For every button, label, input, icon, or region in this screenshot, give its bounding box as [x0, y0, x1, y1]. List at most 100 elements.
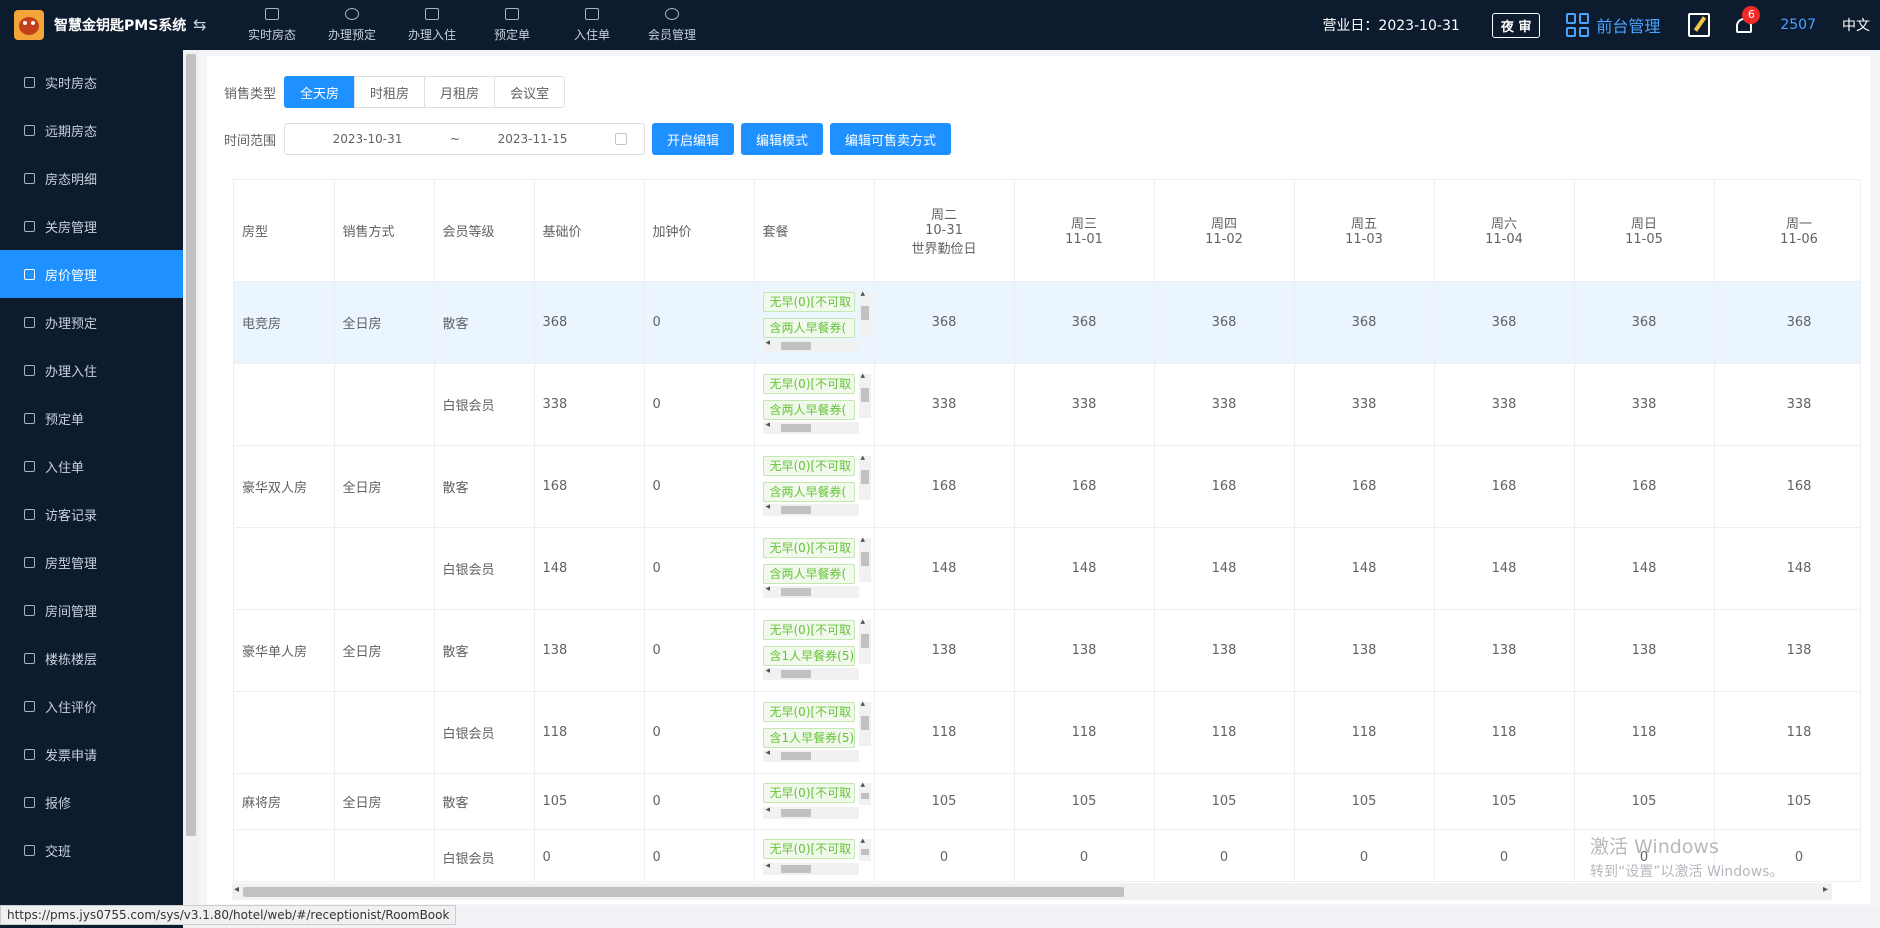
sidebar-item-forward-status[interactable]: 远期房态	[0, 106, 183, 154]
day-price-cell[interactable]: 105	[1714, 773, 1860, 830]
day-price-cell[interactable]: 0	[874, 829, 1015, 881]
package-tag[interactable]: 无早(0)[不可取	[762, 456, 855, 476]
edit-sale-method-button[interactable]: 编辑可售卖方式	[830, 123, 952, 155]
package-vertical-scrollbar[interactable]	[858, 780, 871, 805]
day-price-cell[interactable]: 138	[874, 609, 1015, 692]
day-price-cell[interactable]: 338	[874, 363, 1015, 446]
package-horizontal-scrollbar[interactable]	[762, 584, 859, 598]
package-horizontal-scrollbar[interactable]	[762, 338, 859, 352]
day-price-cell[interactable]: 168	[1014, 445, 1155, 528]
day-price-cell[interactable]: 118	[1154, 691, 1295, 774]
table-horizontal-scrollbar[interactable]: ◂ ▸	[232, 883, 1832, 900]
day-price-cell[interactable]: 105	[874, 773, 1015, 830]
package-list[interactable]: 无早(0)[不可取 含1人早餐券(5)	[762, 616, 873, 684]
night-audit-button[interactable]: 夜 审	[1491, 12, 1541, 38]
package-vertical-scrollbar[interactable]	[858, 371, 871, 418]
package-list[interactable]: 无早(0)[不可取	[762, 779, 873, 823]
calendar-icon[interactable]	[615, 133, 628, 145]
day-price-cell[interactable]: 338	[1014, 363, 1155, 446]
table-row[interactable]: 白银会员3380无早(0)[不可取含两人早餐券(3383383383383383…	[234, 363, 1860, 446]
day-price-cell[interactable]: 368	[1434, 281, 1575, 364]
top-nav-booking-orders[interactable]: 预定单	[472, 0, 552, 50]
start-edit-button[interactable]: 开启编辑	[652, 123, 735, 155]
table-row[interactable]: 白银会员1180无早(0)[不可取含1人早餐券(5)11811811811811…	[234, 691, 1860, 774]
package-list[interactable]: 无早(0)[不可取 含两人早餐券(	[762, 370, 873, 438]
package-tag[interactable]: 含1人早餐券(5)	[762, 646, 855, 666]
sidebar-item-booking[interactable]: 办理预定	[0, 298, 183, 346]
date-start[interactable]: 2023-10-31	[332, 132, 403, 146]
day-price-cell[interactable]: 105	[1154, 773, 1295, 830]
sidebar-item-checkin-orders[interactable]: 入住单	[0, 442, 183, 490]
day-price-cell[interactable]: 105	[1014, 773, 1155, 830]
package-horizontal-scrollbar[interactable]	[762, 666, 859, 680]
table-row[interactable]: 白银会员1480无早(0)[不可取含两人早餐券(1481481481481481…	[234, 527, 1860, 610]
sidebar-item-realtime-status[interactable]: 实时房态	[0, 58, 183, 106]
sale-type-full-day[interactable]: 全天房	[284, 76, 356, 108]
package-list[interactable]: 无早(0)[不可取	[762, 835, 873, 879]
package-vertical-scrollbar[interactable]	[858, 289, 871, 336]
scrollbar-thumb[interactable]	[243, 887, 1124, 897]
day-price-cell[interactable]: 368	[1574, 281, 1715, 364]
package-list[interactable]: 无早(0)[不可取 含1人早餐券(5)	[762, 698, 873, 766]
package-vertical-scrollbar[interactable]	[858, 453, 871, 500]
package-list[interactable]: 无早(0)[不可取 含两人早餐券(	[762, 288, 873, 356]
package-tag[interactable]: 无早(0)[不可取	[762, 839, 855, 859]
table-row[interactable]: 豪华双人房全日房散客1680无早(0)[不可取含两人早餐券(1681681681…	[234, 445, 1860, 528]
front-desk-switch[interactable]: 前台管理	[1566, 13, 1660, 37]
package-vertical-scrollbar[interactable]	[858, 535, 871, 582]
day-price-cell[interactable]: 118	[1294, 691, 1435, 774]
day-price-cell[interactable]: 368	[874, 281, 1015, 364]
package-list[interactable]: 无早(0)[不可取 含两人早餐券(	[762, 452, 873, 520]
sidebar-item-buildings-floors[interactable]: 楼栋楼层	[0, 634, 183, 682]
package-tag[interactable]: 含两人早餐券(	[762, 400, 855, 420]
package-tag[interactable]: 无早(0)[不可取	[762, 620, 855, 640]
sale-type-hourly[interactable]: 时租房	[354, 76, 426, 108]
day-price-cell[interactable]: 0	[1154, 829, 1295, 881]
day-price-cell[interactable]: 138	[1574, 609, 1715, 692]
package-tag[interactable]: 无早(0)[不可取	[762, 783, 855, 803]
day-price-cell[interactable]: 338	[1574, 363, 1715, 446]
brand[interactable]: 智慧金钥匙PMS系统	[14, 9, 186, 41]
top-nav-checkin-orders[interactable]: 入住单	[552, 0, 632, 50]
day-price-cell[interactable]: 338	[1294, 363, 1435, 446]
day-price-cell[interactable]: 168	[1574, 445, 1715, 528]
sidebar-item-room-price[interactable]: 房价管理	[0, 250, 183, 298]
sidebar-item-rooms[interactable]: 房间管理	[0, 586, 183, 634]
day-price-cell[interactable]: 368	[1714, 281, 1860, 364]
sidebar-item-checkin[interactable]: 办理入住	[0, 346, 183, 394]
sidebar-item-room-types[interactable]: 房型管理	[0, 538, 183, 586]
day-price-cell[interactable]: 168	[874, 445, 1015, 528]
day-price-cell[interactable]: 338	[1154, 363, 1295, 446]
day-price-cell[interactable]: 168	[1434, 445, 1575, 528]
package-tag[interactable]: 含两人早餐券(	[762, 318, 855, 338]
package-horizontal-scrollbar[interactable]	[762, 420, 859, 434]
package-tag[interactable]: 含两人早餐券(	[762, 482, 855, 502]
day-price-cell[interactable]: 138	[1014, 609, 1155, 692]
day-price-cell[interactable]: 105	[1294, 773, 1435, 830]
day-price-cell[interactable]: 138	[1294, 609, 1435, 692]
day-price-cell[interactable]: 368	[1014, 281, 1155, 364]
sidebar-item-visitor-records[interactable]: 访客记录	[0, 490, 183, 538]
package-horizontal-scrollbar[interactable]	[762, 861, 859, 875]
sidebar-item-shift-handover[interactable]: 交班	[0, 826, 183, 874]
day-price-cell[interactable]: 105	[1574, 773, 1715, 830]
day-price-cell[interactable]: 0	[1014, 829, 1155, 881]
package-tag[interactable]: 无早(0)[不可取	[762, 374, 855, 394]
day-price-cell[interactable]: 105	[1434, 773, 1575, 830]
scroll-left-icon[interactable]: ◂	[234, 884, 240, 895]
sidebar-item-booking-orders[interactable]: 预定单	[0, 394, 183, 442]
day-price-cell[interactable]: 138	[1154, 609, 1295, 692]
day-price-cell[interactable]: 118	[1714, 691, 1860, 774]
sidebar-item-repairs[interactable]: 报修	[0, 778, 183, 826]
date-range-picker[interactable]: 2023-10-31 ~ 2023-11-15	[284, 123, 646, 155]
day-price-cell[interactable]: 118	[1434, 691, 1575, 774]
top-nav-booking[interactable]: 办理预定	[312, 0, 392, 50]
day-price-cell[interactable]: 138	[1434, 609, 1575, 692]
sale-type-monthly[interactable]: 月租房	[424, 76, 496, 108]
day-price-cell[interactable]: 338	[1434, 363, 1575, 446]
package-horizontal-scrollbar[interactable]	[762, 502, 859, 516]
package-list[interactable]: 无早(0)[不可取 含两人早餐券(	[762, 534, 873, 602]
day-price-cell[interactable]: 148	[1574, 527, 1715, 610]
day-price-cell[interactable]: 148	[874, 527, 1015, 610]
